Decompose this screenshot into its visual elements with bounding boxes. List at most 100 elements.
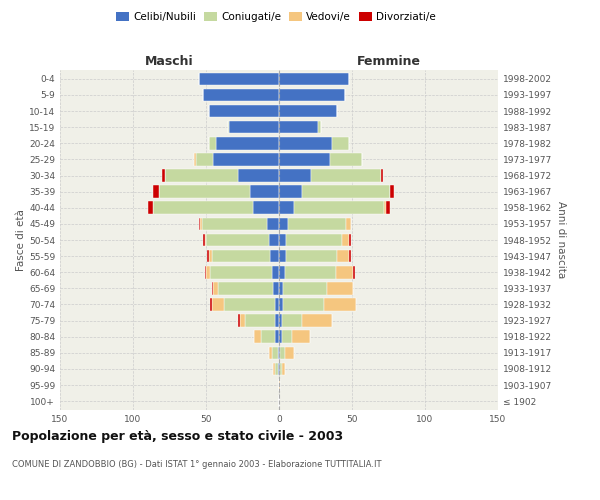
Bar	[390, 186, 394, 198]
Bar	[279, 314, 282, 327]
Bar	[254, 330, 262, 343]
Bar	[286, 250, 337, 262]
Bar	[282, 330, 292, 343]
Bar	[282, 362, 285, 375]
Bar	[332, 137, 349, 149]
Bar	[199, 218, 200, 230]
Bar	[280, 346, 285, 359]
Bar	[279, 153, 330, 166]
Bar	[203, 234, 205, 246]
Text: Popolazione per età, sesso e stato civile - 2003: Popolazione per età, sesso e stato civil…	[12, 430, 343, 443]
Bar	[253, 202, 279, 214]
Bar	[283, 298, 324, 310]
Bar	[279, 121, 319, 134]
Bar	[205, 266, 206, 278]
Bar	[229, 121, 279, 134]
Bar	[279, 137, 332, 149]
Bar	[203, 88, 279, 102]
Bar	[212, 298, 224, 310]
Bar	[337, 250, 349, 262]
Bar	[272, 346, 278, 359]
Bar	[154, 186, 159, 198]
Legend: Celibi/Nubili, Coniugati/e, Vedovi/e, Divorziati/e: Celibi/Nubili, Coniugati/e, Vedovi/e, Di…	[112, 8, 440, 26]
Bar	[269, 234, 279, 246]
Bar	[278, 362, 279, 375]
Bar	[279, 170, 311, 182]
Bar	[269, 346, 272, 359]
Bar	[162, 170, 165, 182]
Bar	[212, 282, 214, 294]
Bar	[278, 346, 279, 359]
Bar	[148, 202, 154, 214]
Bar	[279, 298, 283, 310]
Bar	[324, 298, 356, 310]
Bar	[250, 186, 279, 198]
Bar	[342, 234, 349, 246]
Y-axis label: Anni di nascita: Anni di nascita	[556, 202, 566, 278]
Bar	[279, 266, 285, 278]
Bar	[292, 330, 310, 343]
Bar	[285, 346, 293, 359]
Bar	[211, 266, 272, 278]
Bar	[206, 234, 269, 246]
Bar	[279, 218, 288, 230]
Bar	[165, 170, 238, 182]
Bar	[327, 282, 353, 294]
Bar	[279, 88, 344, 102]
Bar	[302, 186, 390, 198]
Bar	[208, 250, 209, 262]
Bar	[346, 218, 350, 230]
Bar	[262, 330, 275, 343]
Bar	[196, 153, 214, 166]
Bar	[214, 282, 218, 294]
Bar	[288, 218, 346, 230]
Bar	[275, 314, 279, 327]
Bar	[386, 202, 390, 214]
Bar	[216, 137, 279, 149]
Bar	[199, 72, 279, 85]
Text: COMUNE DI ZANDOBBIO (BG) - Dati ISTAT 1° gennaio 2003 - Elaborazione TUTTITALIA.: COMUNE DI ZANDOBBIO (BG) - Dati ISTAT 1°…	[12, 460, 382, 469]
Bar	[209, 105, 279, 118]
Text: Femmine: Femmine	[356, 54, 421, 68]
Bar	[202, 218, 268, 230]
Bar	[239, 314, 245, 327]
Bar	[302, 314, 332, 327]
Bar	[279, 202, 293, 214]
Bar	[238, 170, 279, 182]
Bar	[273, 362, 275, 375]
Bar	[209, 137, 216, 149]
Bar	[238, 314, 239, 327]
Bar	[282, 314, 302, 327]
Bar	[279, 72, 349, 85]
Bar	[279, 282, 283, 294]
Bar	[279, 346, 280, 359]
Bar	[279, 105, 337, 118]
Bar	[245, 314, 275, 327]
Y-axis label: Fasce di età: Fasce di età	[16, 209, 26, 271]
Bar	[194, 153, 196, 166]
Bar	[381, 170, 383, 182]
Bar	[279, 250, 286, 262]
Bar	[280, 362, 282, 375]
Bar	[268, 218, 279, 230]
Bar	[211, 298, 212, 310]
Bar	[330, 153, 362, 166]
Bar	[275, 298, 279, 310]
Bar	[286, 234, 342, 246]
Bar	[285, 266, 336, 278]
Bar	[353, 266, 355, 278]
Bar	[273, 282, 279, 294]
Text: Maschi: Maschi	[145, 54, 194, 68]
Bar	[212, 250, 270, 262]
Bar	[209, 250, 212, 262]
Bar	[200, 218, 202, 230]
Bar	[283, 282, 327, 294]
Bar	[214, 153, 279, 166]
Bar	[275, 362, 278, 375]
Bar	[349, 234, 350, 246]
Bar	[205, 234, 206, 246]
Bar	[311, 170, 381, 182]
Bar	[224, 298, 275, 310]
Bar	[279, 362, 280, 375]
Bar	[279, 330, 282, 343]
